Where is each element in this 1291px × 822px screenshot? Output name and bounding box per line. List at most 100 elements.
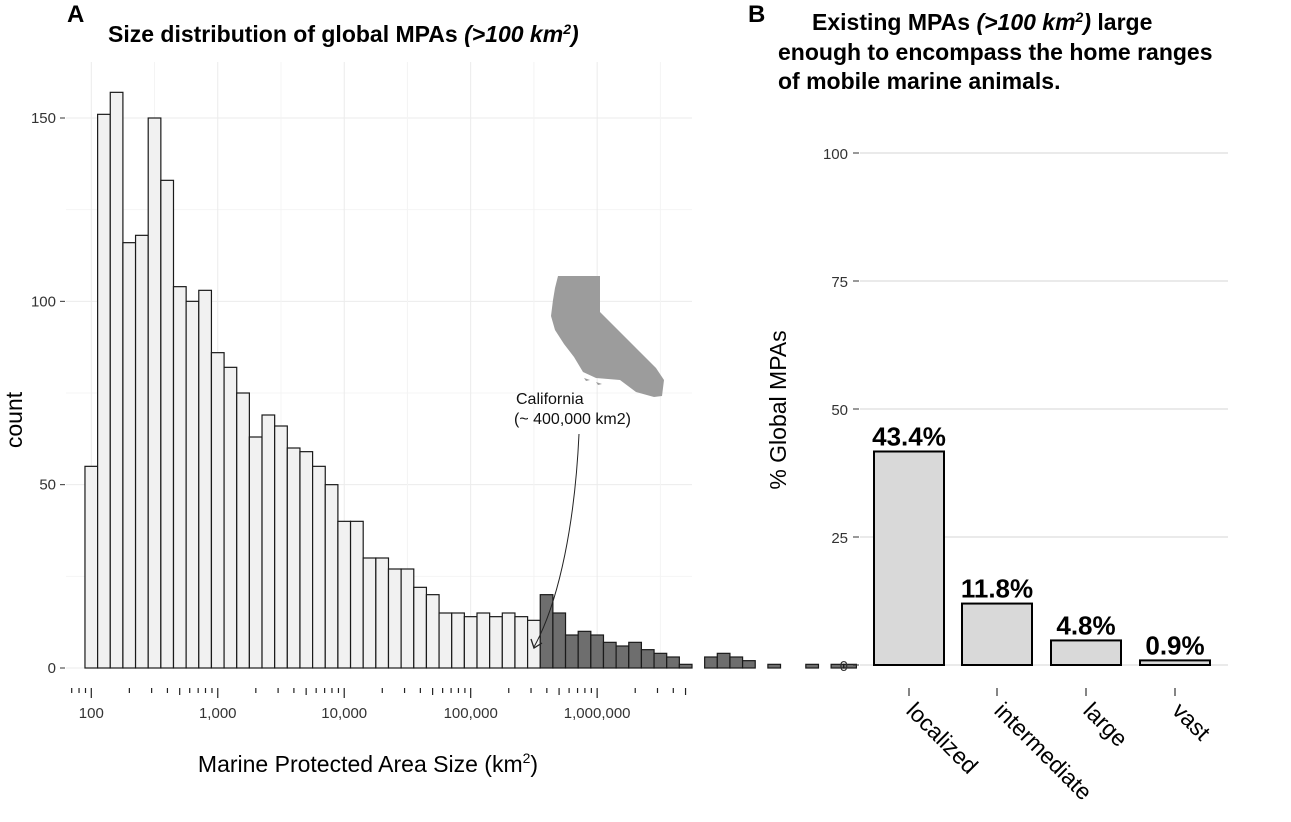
y-tick-label: 50	[831, 402, 848, 419]
bar-localized	[873, 450, 945, 666]
histogram-bar	[286, 447, 301, 669]
histogram-bar	[716, 652, 731, 669]
histogram-bar	[843, 663, 858, 669]
panel-b-title-line-3: of mobile marine animals.	[778, 68, 1060, 94]
annotation-arrowhead	[530, 638, 543, 649]
histogram-bar	[400, 568, 415, 669]
panel-b-y-ticks: 0 25 50 75 100	[823, 146, 859, 675]
histogram-bar	[729, 656, 744, 669]
histogram-bar	[198, 289, 213, 669]
panel-b-title-line-1: Existing MPAs (>100 km2) large	[812, 9, 1152, 35]
category-label-vast: vast	[1167, 697, 1216, 746]
histogram-bar	[223, 366, 238, 669]
histogram-bar	[653, 652, 668, 669]
histogram-bar	[362, 557, 377, 669]
bar-vast	[1139, 659, 1211, 667]
panel-a-letter: A	[67, 1, 84, 28]
histogram-bar	[640, 649, 655, 669]
category-label-localized: localized	[901, 697, 983, 779]
histogram-bar	[602, 641, 617, 669]
panel-b-letter: B	[748, 1, 765, 28]
histogram-bar	[704, 656, 718, 669]
x-tick-label: 1,000,000	[564, 705, 631, 722]
histogram-bar	[805, 663, 820, 669]
annotation-line-2: (~ 400,000 km2)	[514, 411, 631, 428]
y-tick-label: 150	[31, 110, 56, 127]
panel-a: A Size distribution of global MPAs (>100…	[1, 1, 858, 777]
bar-large	[1050, 639, 1122, 667]
histogram-bar	[438, 612, 453, 669]
histogram-bar	[501, 612, 516, 669]
histogram-bar	[463, 616, 478, 669]
histogram-bar	[666, 656, 680, 669]
panel-a-title: Size distribution of global MPAs (>100 k…	[108, 21, 579, 47]
y-tick-label: 0	[48, 660, 56, 677]
histogram-bar	[590, 634, 605, 669]
histogram-bar	[767, 663, 782, 669]
bar-value-label: 4.8%	[1056, 610, 1115, 640]
histogram-bar	[489, 616, 503, 669]
histogram-bar	[134, 234, 149, 669]
histogram-bar	[147, 117, 162, 669]
histogram-bar	[84, 465, 99, 669]
x-tick-label: 1,000	[199, 705, 237, 722]
x-tick-label: 100	[79, 705, 104, 722]
histogram-bar	[413, 586, 428, 669]
histogram-bar	[387, 568, 402, 669]
histogram-bar	[349, 520, 364, 669]
panel-a-bars	[84, 91, 858, 669]
panel-b-y-axis-label: % Global MPAs	[765, 330, 791, 489]
panel-a-y-axis-label: count	[1, 391, 27, 448]
bar-value-label: 11.8%	[961, 574, 1033, 604]
histogram-bar	[615, 645, 630, 669]
y-tick-label: 50	[39, 477, 56, 494]
histogram-bar	[425, 594, 440, 669]
histogram-bar	[97, 113, 111, 669]
histogram-bar	[741, 660, 756, 669]
x-tick-label: 10,000	[321, 705, 367, 722]
x-tick-label: 100,000	[444, 705, 498, 722]
histogram-bar	[337, 520, 352, 669]
histogram-bar	[564, 634, 579, 669]
histogram-bar	[172, 286, 187, 669]
panel-b-bars: 43.4% 11.8% 4.8% 0.9%	[872, 421, 1211, 667]
california-map-icon	[551, 276, 664, 397]
histogram-bar	[236, 392, 250, 669]
histogram-bar	[678, 663, 693, 669]
panel-a-x-ticks: 100 1,000 10,000 100,000 1,000,000	[71, 688, 687, 722]
histogram-bar	[476, 612, 491, 669]
y-tick-label: 25	[831, 530, 848, 547]
panel-a-y-ticks: 0 50 100 150	[31, 110, 65, 677]
histogram-bar	[375, 557, 390, 669]
annotation-line-1: California	[516, 391, 584, 408]
histogram-bar	[451, 612, 465, 669]
panel-a-x-axis-label: Marine Protected Area Size (km2)	[198, 750, 538, 777]
panel-b: B Existing MPAs (>100 km2) large enough …	[748, 1, 1228, 805]
annotation-arrow	[533, 433, 580, 648]
california-annotation: California (~ 400,000 km2)	[514, 276, 664, 649]
histogram-bar	[577, 630, 592, 669]
y-tick-label: 0	[840, 658, 848, 675]
histogram-bar	[210, 352, 225, 669]
histogram-bar	[185, 300, 200, 669]
histogram-bar	[628, 641, 643, 669]
histogram-bar	[312, 465, 326, 669]
category-label-large: large	[1078, 697, 1133, 752]
bar-value-label: 43.4%	[872, 421, 946, 451]
panel-b-title-line-2: enough to encompass the home ranges	[778, 39, 1213, 65]
histogram-bar	[109, 91, 124, 669]
histogram-bar	[261, 414, 276, 669]
histogram-bar	[122, 242, 137, 669]
bar-value-label: 0.9%	[1145, 630, 1204, 660]
histogram-bar	[526, 619, 541, 669]
histogram-bar	[274, 425, 288, 669]
histogram-bar	[514, 616, 529, 669]
bar-intermediate	[961, 602, 1033, 666]
y-tick-label: 100	[823, 146, 848, 163]
histogram-bar	[552, 612, 567, 669]
histogram-bar	[248, 436, 263, 669]
y-tick-label: 75	[831, 274, 848, 291]
y-tick-label: 100	[31, 293, 56, 310]
